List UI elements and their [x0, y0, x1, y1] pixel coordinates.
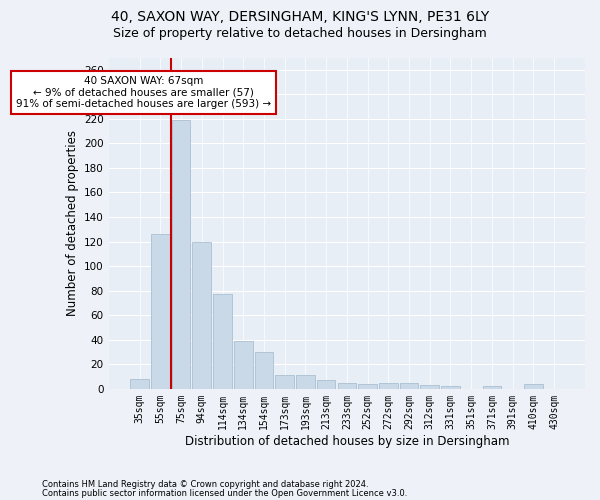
Bar	[234, 341, 253, 389]
Y-axis label: Number of detached properties: Number of detached properties	[65, 130, 79, 316]
X-axis label: Distribution of detached houses by size in Dersingham: Distribution of detached houses by size …	[185, 434, 509, 448]
Bar	[379, 382, 398, 389]
Text: Size of property relative to detached houses in Dersingham: Size of property relative to detached ho…	[113, 28, 487, 40]
Bar	[441, 386, 460, 389]
Bar	[482, 386, 501, 389]
Text: Contains public sector information licensed under the Open Government Licence v3: Contains public sector information licen…	[42, 488, 407, 498]
Bar	[151, 234, 170, 389]
Text: Contains HM Land Registry data © Crown copyright and database right 2024.: Contains HM Land Registry data © Crown c…	[42, 480, 368, 489]
Bar	[524, 384, 542, 389]
Bar	[400, 382, 418, 389]
Bar	[421, 385, 439, 389]
Bar	[193, 242, 211, 389]
Bar	[213, 294, 232, 389]
Text: 40 SAXON WAY: 67sqm
← 9% of detached houses are smaller (57)
91% of semi-detache: 40 SAXON WAY: 67sqm ← 9% of detached hou…	[16, 76, 271, 109]
Bar	[317, 380, 335, 389]
Bar	[172, 120, 190, 389]
Bar	[296, 376, 315, 389]
Bar	[358, 384, 377, 389]
Bar	[254, 352, 273, 389]
Bar	[130, 379, 149, 389]
Bar	[275, 376, 294, 389]
Bar	[338, 382, 356, 389]
Text: 40, SAXON WAY, DERSINGHAM, KING'S LYNN, PE31 6LY: 40, SAXON WAY, DERSINGHAM, KING'S LYNN, …	[111, 10, 489, 24]
